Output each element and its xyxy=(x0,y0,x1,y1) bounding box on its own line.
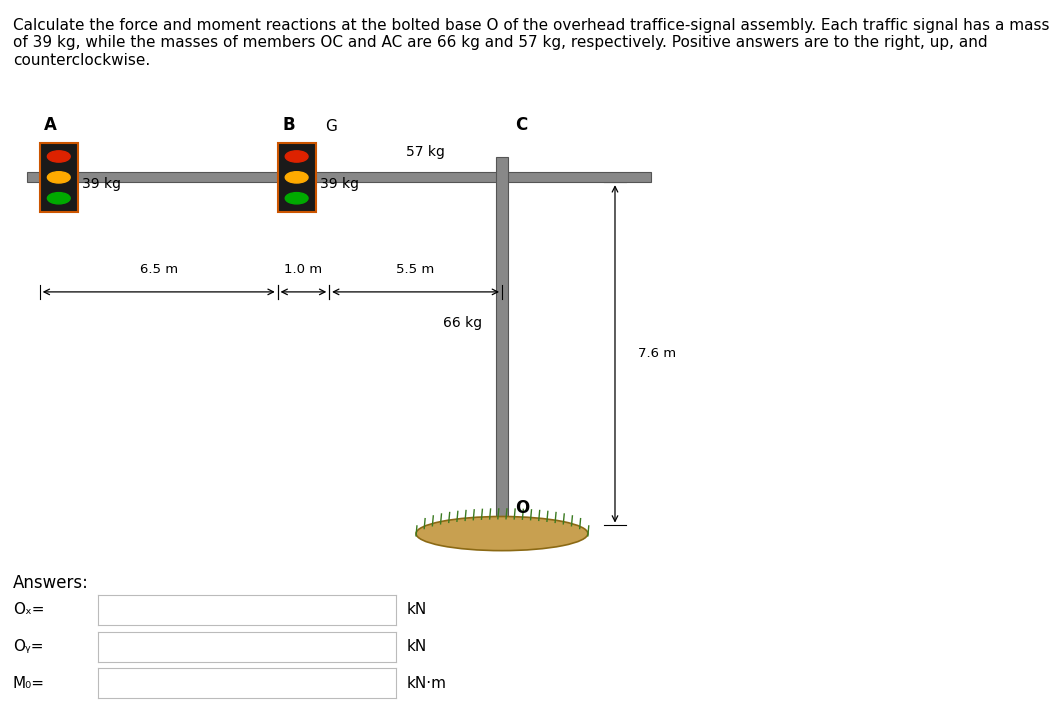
Text: i: i xyxy=(78,600,84,619)
Text: Answers:: Answers: xyxy=(13,574,88,592)
Ellipse shape xyxy=(416,516,587,550)
Bar xyxy=(27,173,651,183)
Text: 6.5 m: 6.5 m xyxy=(139,263,178,276)
Text: B: B xyxy=(282,116,295,133)
Text: C: C xyxy=(515,116,528,133)
Circle shape xyxy=(48,151,70,162)
Circle shape xyxy=(285,193,309,204)
Text: Calculate the force and moment reactions at the bolted base O of the overhead tr: Calculate the force and moment reactions… xyxy=(13,18,1049,68)
Circle shape xyxy=(285,172,309,183)
Circle shape xyxy=(285,151,309,162)
Text: 66 kg: 66 kg xyxy=(443,317,482,330)
Circle shape xyxy=(48,193,70,204)
Bar xyxy=(496,157,509,525)
Text: 39 kg: 39 kg xyxy=(320,178,360,191)
Text: kN: kN xyxy=(406,639,427,655)
Text: i: i xyxy=(78,637,84,656)
Text: kN·m: kN·m xyxy=(406,675,447,691)
Text: O: O xyxy=(515,498,530,516)
Text: Oᵧ=: Oᵧ= xyxy=(13,639,44,655)
Text: 1.0 m: 1.0 m xyxy=(284,263,322,276)
Text: 39 kg: 39 kg xyxy=(82,178,121,191)
Text: 57 kg: 57 kg xyxy=(405,145,445,159)
Text: M₀=: M₀= xyxy=(13,675,45,691)
Text: Oₓ=: Oₓ= xyxy=(13,602,45,617)
Text: i: i xyxy=(78,674,84,692)
Bar xyxy=(278,143,316,212)
Text: G: G xyxy=(325,118,336,133)
Bar xyxy=(39,143,78,212)
Text: 5.5 m: 5.5 m xyxy=(397,263,435,276)
Circle shape xyxy=(48,172,70,183)
Text: A: A xyxy=(45,116,57,133)
Text: kN: kN xyxy=(406,602,427,617)
Text: 7.6 m: 7.6 m xyxy=(637,347,676,360)
